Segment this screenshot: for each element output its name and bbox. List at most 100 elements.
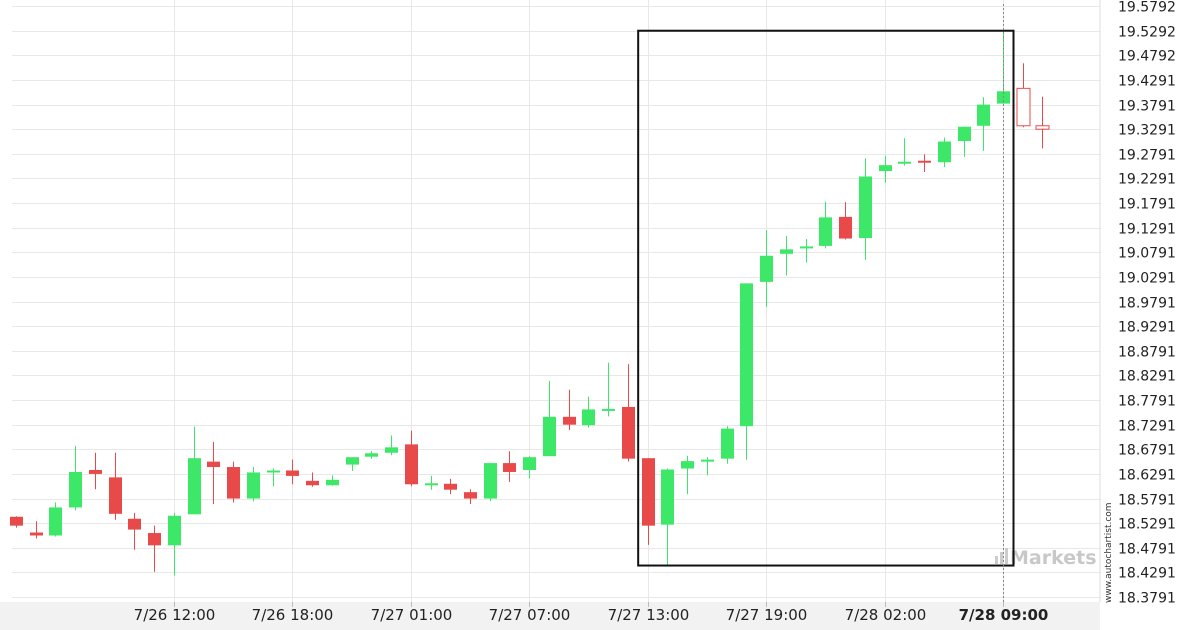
candle xyxy=(109,452,122,520)
candle xyxy=(819,201,832,249)
candle-body xyxy=(10,516,23,526)
y-tick-label: 18.5291 xyxy=(1118,517,1176,533)
candle xyxy=(227,461,240,503)
watermark-text: Markets xyxy=(1010,547,1097,569)
candle xyxy=(780,236,793,276)
pattern-box xyxy=(637,29,1015,567)
candle xyxy=(49,502,62,537)
candle-body xyxy=(484,463,497,499)
y-tick-label: 18.3791 xyxy=(1118,591,1176,607)
x-tick-label: 7/28 09:00 xyxy=(959,606,1049,624)
candle xyxy=(247,467,260,502)
candle xyxy=(464,489,477,504)
candle xyxy=(69,445,82,511)
candle-body xyxy=(365,453,378,457)
y-tick-label: 18.6791 xyxy=(1118,443,1176,459)
candle-body xyxy=(523,457,536,470)
candle-body xyxy=(148,533,161,546)
candle-body xyxy=(385,447,398,453)
candle-body xyxy=(405,444,418,485)
candle-body xyxy=(444,483,457,490)
candle xyxy=(800,239,813,263)
candle xyxy=(484,463,497,502)
candle-body xyxy=(346,457,359,465)
x-tick-label: 7/28 02:00 xyxy=(845,606,927,624)
candle-body xyxy=(69,471,82,508)
candle xyxy=(582,396,595,428)
x-tick-label: 7/26 18:00 xyxy=(252,606,334,624)
candle xyxy=(523,456,536,479)
candle-body xyxy=(267,470,280,473)
y-tick-label: 19.3291 xyxy=(1118,123,1176,139)
y-tick-label: 18.6291 xyxy=(1118,468,1176,484)
y-tick-label: 19.5792 xyxy=(1118,0,1176,16)
candle xyxy=(168,512,181,576)
candle xyxy=(128,512,141,550)
candle-body xyxy=(1035,125,1050,130)
candle-body xyxy=(977,104,990,126)
y-tick-label: 18.7791 xyxy=(1118,394,1176,410)
candle-body xyxy=(326,479,339,486)
candle xyxy=(188,426,201,515)
y-tick-label: 18.4791 xyxy=(1118,542,1176,558)
y-tick-label: 18.4291 xyxy=(1118,566,1176,582)
candle-body xyxy=(582,409,595,426)
y-tick-label: 19.2791 xyxy=(1118,148,1176,164)
candle-body xyxy=(503,463,516,472)
candle xyxy=(503,451,516,482)
candle xyxy=(661,468,674,565)
watermark-bar xyxy=(995,556,998,564)
candle xyxy=(306,472,319,487)
candle-body xyxy=(661,469,674,525)
candle-body xyxy=(681,461,694,469)
candle-body xyxy=(247,472,260,499)
candle-body xyxy=(543,416,556,457)
candle xyxy=(148,525,161,572)
candle xyxy=(721,426,734,464)
candle xyxy=(385,435,398,456)
candle xyxy=(681,455,694,495)
candle xyxy=(740,283,753,460)
candle-body xyxy=(740,283,753,427)
candle-body xyxy=(89,469,102,474)
y-tick-label: 19.5292 xyxy=(1118,25,1176,41)
candle xyxy=(879,155,892,183)
candle-body xyxy=(780,249,793,254)
candle-body xyxy=(286,470,299,476)
watermark-bar xyxy=(1000,552,1003,564)
candle xyxy=(918,154,931,173)
candle-body xyxy=(642,458,655,526)
x-tick-label: 7/27 19:00 xyxy=(726,606,808,624)
candle xyxy=(958,126,971,157)
candle-body xyxy=(306,480,319,486)
attribution-text: www.autochartist.com xyxy=(1104,502,1114,603)
candle xyxy=(602,362,615,417)
candle-body xyxy=(464,492,477,499)
candle xyxy=(89,452,102,490)
candle-body xyxy=(958,126,971,142)
candle xyxy=(207,441,220,504)
y-axis-labels: 19.5792 19.5292 19.4792 19.4291 19.3791 19.32… xyxy=(1118,0,1176,607)
x-tick-label: 7/26 12:00 xyxy=(134,606,216,624)
candle-body xyxy=(227,467,240,499)
candle-body xyxy=(30,532,43,536)
y-tick-label: 19.1291 xyxy=(1118,222,1176,238)
candle xyxy=(622,364,635,462)
candle-body xyxy=(760,255,773,282)
candle-body xyxy=(721,428,734,459)
candle-body xyxy=(819,217,832,246)
candle-body xyxy=(622,406,635,459)
candle xyxy=(1035,96,1050,149)
watermark-logo: Markets xyxy=(995,547,1097,569)
candle-body xyxy=(109,477,122,514)
candle xyxy=(701,457,714,476)
candle xyxy=(346,457,359,471)
candle-body xyxy=(602,408,615,411)
y-tick-label: 19.4291 xyxy=(1118,74,1176,90)
candle-body xyxy=(879,165,892,172)
candle xyxy=(267,468,280,487)
candle-body xyxy=(563,416,576,425)
candle xyxy=(543,380,556,457)
candle-body xyxy=(425,483,438,486)
